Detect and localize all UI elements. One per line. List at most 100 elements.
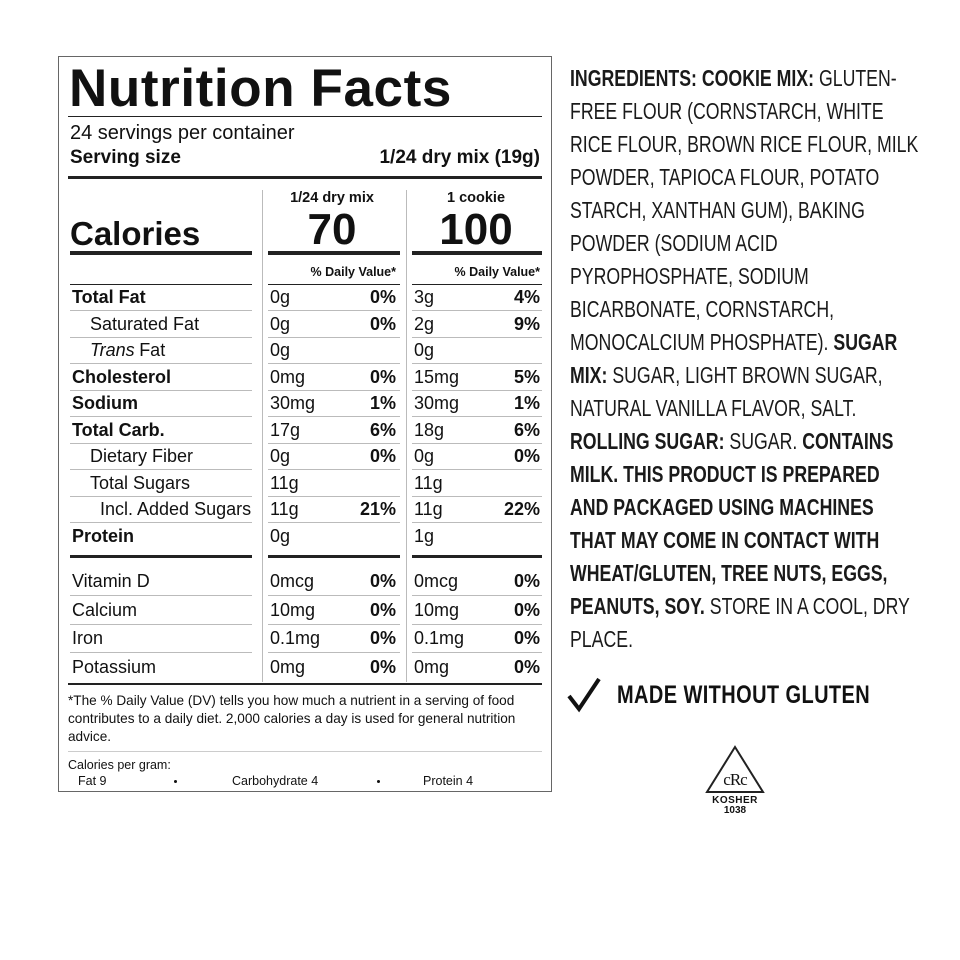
rule xyxy=(70,310,252,311)
amount: 15mg xyxy=(414,366,460,387)
amount: 30mg xyxy=(414,393,460,413)
rule xyxy=(412,310,542,311)
nutrient-name: Incl. Added Sugars xyxy=(100,499,252,519)
footnote: *The % Daily Value (DV) tells you how mu… xyxy=(68,693,516,744)
amount: 0.1mg xyxy=(270,628,321,649)
amount: 17g xyxy=(270,419,301,440)
daily-value: 6% xyxy=(369,419,396,440)
amount: 0.1mg xyxy=(414,628,465,649)
column-heading: 1/24 dry mix xyxy=(290,189,374,206)
calories-per-gram-label: Calories per gram: xyxy=(68,757,171,772)
daily-value: 0% xyxy=(513,599,540,620)
column-calories: 100 xyxy=(439,205,513,254)
rule xyxy=(268,623,400,625)
nutrient-name: Potassium xyxy=(72,657,157,678)
rule xyxy=(70,336,252,338)
rule xyxy=(268,495,400,497)
kosher-triangle xyxy=(705,745,765,793)
rule xyxy=(412,284,542,285)
serving-size-value: 1/24 dry mix (19g) xyxy=(379,146,540,168)
rule xyxy=(262,190,263,682)
daily-value: 5% xyxy=(513,366,540,387)
amount: 0g xyxy=(270,287,291,307)
rule xyxy=(70,251,252,255)
amount: 0g xyxy=(414,446,435,466)
daily-value: 1% xyxy=(513,393,540,413)
rule xyxy=(68,116,542,117)
daily-value: 4% xyxy=(513,287,540,307)
nutrient-name: Saturated Fat xyxy=(90,313,200,334)
calories-per-gram-item: Carbohydrate 4 xyxy=(232,773,319,788)
amount: 2g xyxy=(414,313,435,334)
daily-value: 22% xyxy=(503,499,540,519)
amount: 11g xyxy=(270,472,299,493)
nutrient-name-italic: Trans xyxy=(90,340,135,360)
nutrient-name: Cholesterol xyxy=(72,366,172,387)
rule xyxy=(70,363,252,364)
amount: 30mg xyxy=(270,393,316,413)
rule xyxy=(268,310,400,311)
daily-value: 6% xyxy=(513,419,540,440)
ingredients-rolling-sugar: SUGAR. xyxy=(729,428,798,454)
rule xyxy=(70,555,252,558)
amount: 3g xyxy=(414,287,435,307)
daily-value: 0% xyxy=(513,657,540,678)
rule xyxy=(268,469,400,470)
daily-value: 0% xyxy=(369,657,396,678)
nutrient-name: Trans Fat xyxy=(90,341,165,359)
rule xyxy=(412,363,542,364)
rule xyxy=(412,251,542,255)
rule xyxy=(412,416,542,417)
amount: 0mcg xyxy=(270,571,315,591)
daily-value: 0% xyxy=(369,628,396,649)
kosher-symbol-text: cRc xyxy=(723,769,747,789)
amount: 0g xyxy=(270,525,291,546)
amount: 18g xyxy=(414,419,445,440)
rule xyxy=(268,363,400,364)
daily-value: 1% xyxy=(369,393,396,413)
rule xyxy=(268,336,400,338)
nutrient-name: Total Fat xyxy=(72,287,146,307)
amount: 0g xyxy=(270,313,291,334)
rule xyxy=(412,336,542,338)
rule xyxy=(412,469,542,470)
rule xyxy=(70,416,252,417)
amount: 11g xyxy=(414,499,443,519)
amount: 10mg xyxy=(270,599,316,620)
claim: MADE WITHOUT GLUTEN xyxy=(617,681,871,709)
rule xyxy=(412,623,542,625)
nutrient-name: Vitamin D xyxy=(72,571,150,591)
daily-value: 0% xyxy=(369,366,396,387)
rule xyxy=(70,442,252,444)
ingredients-cookie-mix: GLUTEN-FREE FLOUR (CORNSTARCH, WHITE RIC… xyxy=(570,65,919,355)
rule xyxy=(70,469,252,470)
amount: 0mg xyxy=(414,657,450,678)
rule xyxy=(68,751,542,752)
rule xyxy=(268,555,400,558)
rule xyxy=(268,652,400,654)
nutrient-name: Iron xyxy=(72,628,104,649)
rule xyxy=(268,442,400,444)
daily-value: 0% xyxy=(369,571,396,591)
daily-value: 0% xyxy=(369,313,396,334)
ingredients-heading: INGREDIENTS: COOKIE MIX: xyxy=(570,65,815,91)
rule xyxy=(70,623,252,625)
column-heading: 1 cookie xyxy=(446,189,506,206)
rule xyxy=(268,595,400,596)
rule xyxy=(412,442,542,444)
amount: 0g xyxy=(414,340,435,360)
nutrient-name: Total Sugars xyxy=(90,472,191,493)
title: Nutrition Facts xyxy=(69,58,452,118)
kosher-symbol xyxy=(705,745,765,793)
rule xyxy=(68,176,542,179)
amount: 11g xyxy=(270,499,299,519)
rule xyxy=(70,389,252,391)
bullet xyxy=(377,780,380,783)
kosher-label: KOSHER xyxy=(712,795,758,806)
rule xyxy=(268,522,400,523)
daily-value: 0% xyxy=(369,446,396,466)
amount: 10mg xyxy=(414,599,460,620)
daily-value: 0% xyxy=(513,446,540,466)
serving-size-label: Serving size xyxy=(70,146,181,168)
